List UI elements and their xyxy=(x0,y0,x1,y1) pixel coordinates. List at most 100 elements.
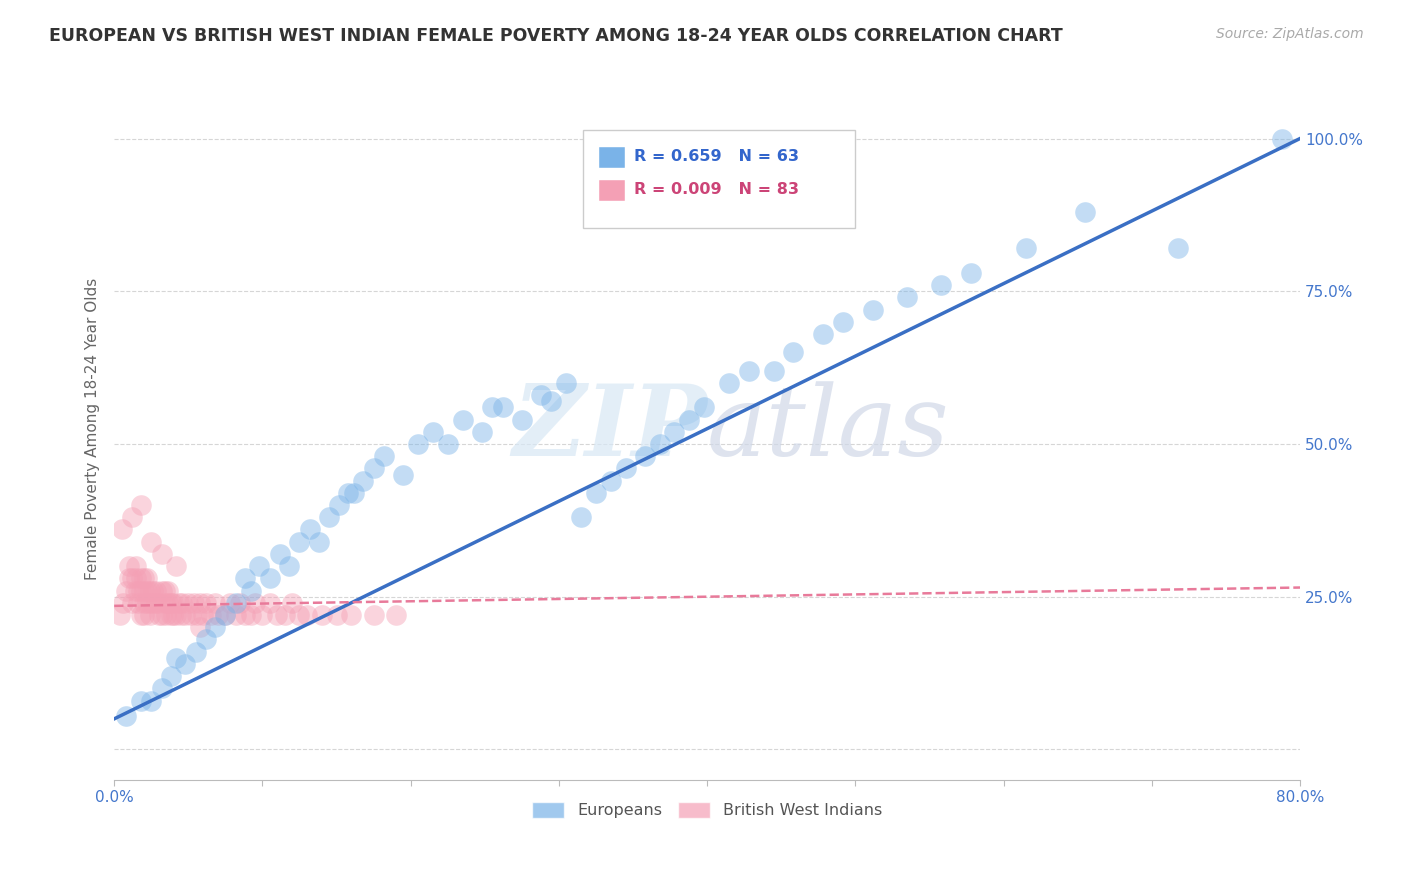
Point xyxy=(115,583,138,598)
Point xyxy=(762,364,785,378)
Point xyxy=(118,559,141,574)
Point xyxy=(184,645,207,659)
Point xyxy=(239,607,262,622)
Point xyxy=(115,708,138,723)
Point xyxy=(325,607,347,622)
Point xyxy=(340,607,363,622)
Point xyxy=(108,607,131,622)
Point xyxy=(174,607,197,622)
Point xyxy=(135,583,157,598)
Point xyxy=(599,474,621,488)
Point xyxy=(436,437,458,451)
Point xyxy=(214,607,236,622)
Point xyxy=(530,388,553,402)
Point xyxy=(170,607,193,622)
Point xyxy=(269,547,291,561)
Point xyxy=(1074,204,1097,219)
Point xyxy=(278,559,301,574)
FancyBboxPatch shape xyxy=(599,180,626,201)
Point xyxy=(811,326,834,341)
Point xyxy=(352,474,374,488)
Point xyxy=(118,571,141,585)
Point xyxy=(832,315,855,329)
Point xyxy=(174,657,197,671)
Point xyxy=(288,534,311,549)
Point xyxy=(110,523,132,537)
Point xyxy=(337,486,360,500)
Text: ZIP: ZIP xyxy=(512,381,707,477)
Point xyxy=(150,583,173,598)
Point xyxy=(121,596,143,610)
Point xyxy=(139,583,162,598)
Point xyxy=(555,376,578,390)
Point xyxy=(132,607,155,622)
Legend: Europeans, British West Indians: Europeans, British West Indians xyxy=(526,796,889,825)
Text: R = 0.659   N = 63: R = 0.659 N = 63 xyxy=(634,149,799,163)
Point xyxy=(737,364,759,378)
Point xyxy=(929,278,952,293)
Point xyxy=(124,583,146,598)
Point xyxy=(243,596,266,610)
Point xyxy=(229,596,252,610)
Point xyxy=(214,607,236,622)
Point xyxy=(218,596,240,610)
Point xyxy=(614,461,637,475)
Point xyxy=(177,596,200,610)
Point xyxy=(127,583,149,598)
Point xyxy=(159,596,181,610)
Point xyxy=(188,596,211,610)
Point xyxy=(132,583,155,598)
Point xyxy=(233,571,256,585)
Text: R = 0.009   N = 83: R = 0.009 N = 83 xyxy=(634,182,799,196)
Point xyxy=(239,583,262,598)
Point xyxy=(142,583,165,598)
Point xyxy=(693,401,716,415)
Point xyxy=(150,607,173,622)
Point xyxy=(328,498,350,512)
Point xyxy=(273,607,295,622)
FancyBboxPatch shape xyxy=(582,130,855,228)
Point xyxy=(191,607,214,622)
Point xyxy=(162,596,184,610)
Point xyxy=(471,425,494,439)
Point xyxy=(204,596,226,610)
Point xyxy=(311,607,333,622)
Point xyxy=(295,607,318,622)
Point xyxy=(153,583,176,598)
Point xyxy=(180,607,202,622)
Point xyxy=(135,571,157,585)
Point xyxy=(392,467,415,482)
Point xyxy=(159,669,181,683)
Point xyxy=(385,607,408,622)
Point xyxy=(569,510,592,524)
Point xyxy=(165,650,187,665)
Point xyxy=(145,583,167,598)
Point xyxy=(249,559,271,574)
Point xyxy=(148,596,170,610)
Point xyxy=(259,571,281,585)
Point xyxy=(155,607,177,622)
Point xyxy=(129,583,152,598)
Point xyxy=(259,596,281,610)
Point xyxy=(148,607,170,622)
Point xyxy=(127,596,149,610)
Point xyxy=(195,632,218,647)
Point xyxy=(125,571,148,585)
Point xyxy=(896,290,918,304)
Point xyxy=(145,596,167,610)
Point xyxy=(363,461,385,475)
Point xyxy=(141,693,163,707)
Point xyxy=(782,345,804,359)
Point xyxy=(540,394,562,409)
Point xyxy=(200,607,222,622)
Point xyxy=(664,425,686,439)
Point xyxy=(1015,242,1038,256)
Point xyxy=(121,571,143,585)
Point xyxy=(186,607,208,622)
Point xyxy=(121,510,143,524)
Point xyxy=(139,607,162,622)
Point xyxy=(363,607,385,622)
Point xyxy=(308,534,330,549)
Point xyxy=(634,449,657,463)
Point xyxy=(678,412,700,426)
